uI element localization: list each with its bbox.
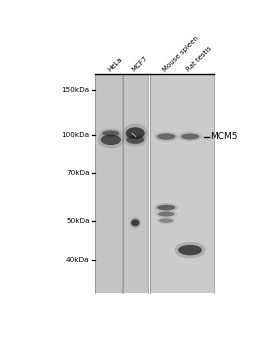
Text: 40kDa: 40kDa — [66, 257, 90, 263]
Ellipse shape — [123, 124, 148, 143]
Ellipse shape — [157, 133, 175, 140]
Text: Mouse spleen: Mouse spleen — [162, 35, 200, 73]
Ellipse shape — [98, 132, 124, 148]
Bar — [149, 74, 214, 293]
Ellipse shape — [178, 132, 202, 141]
Ellipse shape — [157, 217, 175, 224]
Text: 100kDa: 100kDa — [61, 132, 90, 139]
Ellipse shape — [157, 205, 175, 210]
Ellipse shape — [159, 218, 173, 223]
Ellipse shape — [158, 212, 175, 216]
Ellipse shape — [102, 130, 120, 136]
Text: MCF7: MCF7 — [131, 55, 149, 73]
Text: 70kDa: 70kDa — [66, 169, 90, 176]
Ellipse shape — [181, 133, 199, 140]
Bar — [95, 74, 122, 293]
Ellipse shape — [131, 219, 139, 226]
Bar — [123, 74, 148, 293]
Ellipse shape — [175, 242, 206, 258]
Ellipse shape — [101, 135, 121, 145]
Text: HeLa: HeLa — [107, 56, 123, 73]
Ellipse shape — [124, 133, 147, 146]
Ellipse shape — [130, 217, 141, 228]
Ellipse shape — [100, 128, 122, 138]
Ellipse shape — [126, 136, 144, 144]
Ellipse shape — [154, 131, 178, 142]
Text: 150kDa: 150kDa — [61, 86, 90, 93]
Text: Rat testis: Rat testis — [186, 46, 213, 73]
Ellipse shape — [154, 203, 178, 212]
Ellipse shape — [178, 245, 202, 255]
Ellipse shape — [155, 210, 177, 218]
Ellipse shape — [126, 127, 145, 139]
Text: 50kDa: 50kDa — [66, 218, 90, 224]
Text: MCM5: MCM5 — [210, 132, 237, 141]
